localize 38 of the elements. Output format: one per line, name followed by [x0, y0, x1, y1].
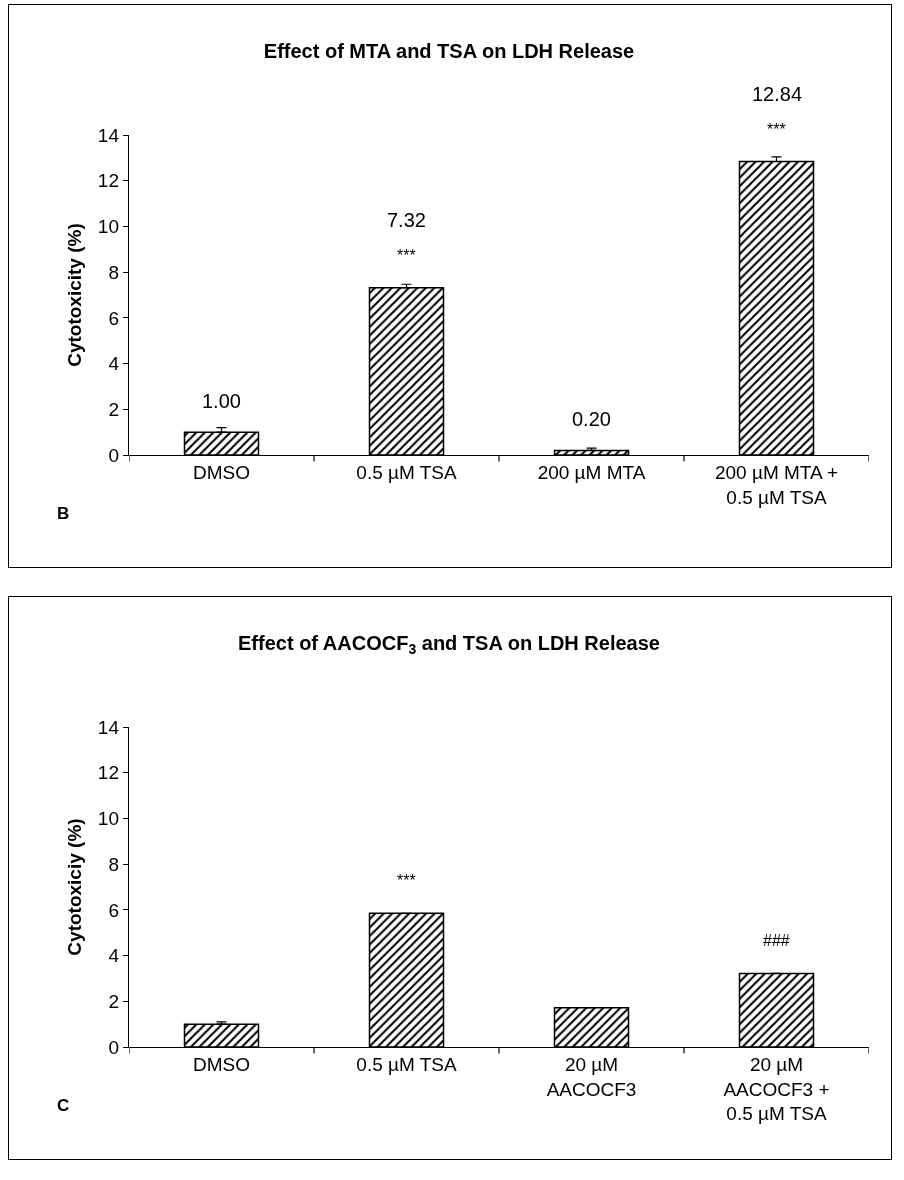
x-tick-label: 0.5 µM TSA	[356, 462, 457, 483]
x-tick-label: 200 µM MTA	[537, 462, 646, 483]
y-tick-label: 8	[108, 853, 119, 875]
annotation: ***	[397, 872, 416, 889]
data-label: 0.20	[572, 408, 611, 430]
y-tick-label: 6	[108, 899, 119, 921]
y-tick-label: 14	[97, 124, 120, 146]
text: B	[57, 504, 70, 523]
data-label: 12.84	[752, 83, 803, 105]
y-tick-label: 2	[108, 990, 119, 1012]
y-tick-label: 0	[108, 1036, 119, 1058]
chart-title: Effect of MTA and TSA on LDH Release	[263, 40, 635, 63]
chart-title: Effect of AACOCF$_{3}$ and TSA on LDH Release	[238, 632, 660, 658]
y-tick-label: 10	[97, 216, 119, 238]
text: C	[57, 1096, 70, 1115]
y-tick-label: 14	[97, 716, 120, 738]
x-tick-label: 0.5 µM TSA	[356, 1054, 457, 1075]
y-tick-label: 4	[108, 945, 120, 967]
x-tick-label: 20 µM AACOCF3	[546, 1054, 637, 1100]
annotation: ***	[767, 121, 786, 138]
y-tick-label: 12	[97, 170, 119, 192]
y-tick-label: 10	[97, 808, 119, 830]
annotation: ###	[763, 932, 790, 949]
data-label: 1.00	[202, 390, 241, 412]
y-tick-label: 4	[108, 353, 120, 375]
y-tick-label: 0	[108, 444, 119, 466]
data-label: 7.32	[387, 209, 426, 231]
y-tick-label: 6	[108, 307, 119, 329]
y-tick-label: 2	[108, 398, 119, 420]
y-tick-label: 8	[108, 261, 119, 283]
annotation: ***	[397, 247, 416, 264]
x-tick-label: 20 µM AACOCF3 + 0.5 µM TSA	[723, 1054, 830, 1125]
y-tick-label: 12	[97, 762, 119, 784]
y-axis-title: Cytotoxiciy (%)	[63, 818, 85, 956]
x-tick-label: DMSO	[193, 462, 250, 483]
x-tick-label: 200 µM MTA + 0.5 µM TSA	[714, 462, 839, 508]
x-tick-label: DMSO	[193, 1054, 250, 1075]
y-axis-title: Cytotoxicity (%)	[63, 223, 85, 367]
